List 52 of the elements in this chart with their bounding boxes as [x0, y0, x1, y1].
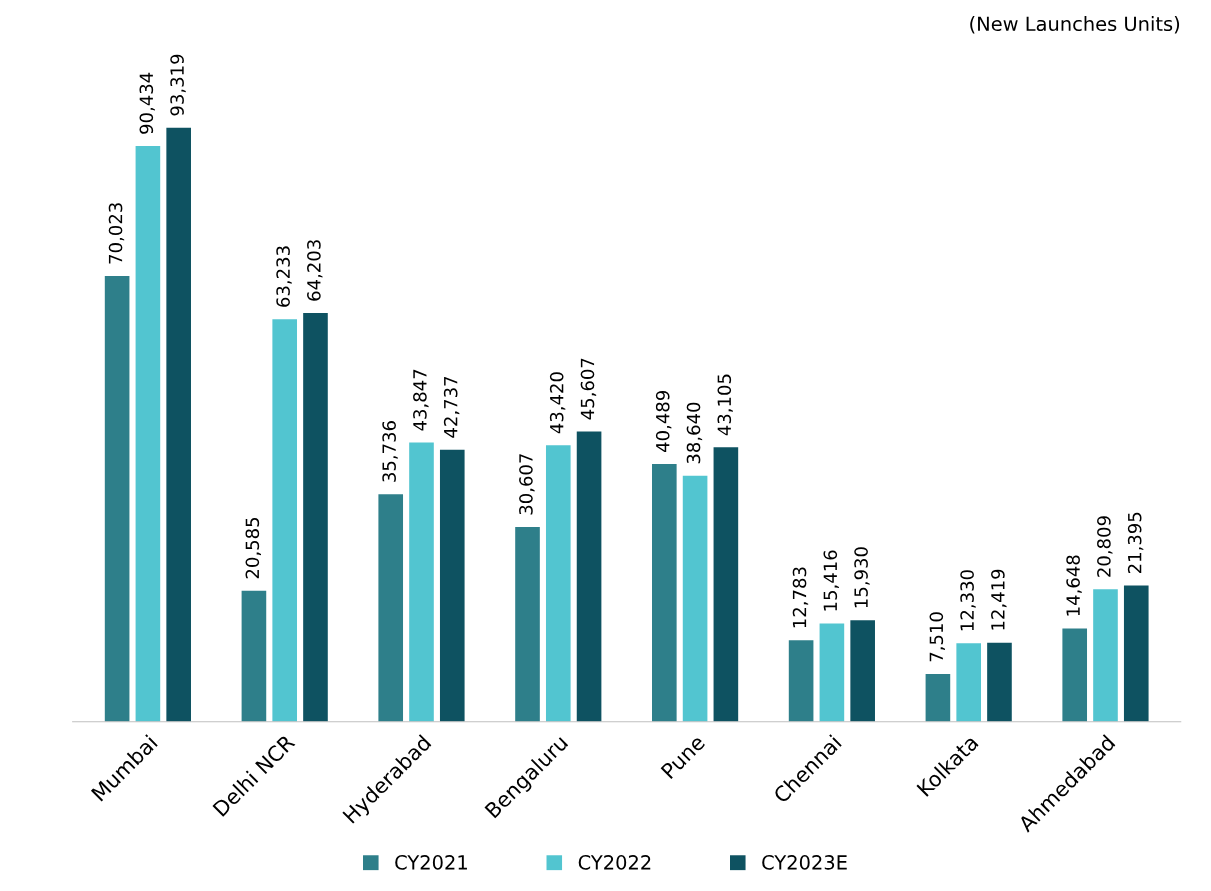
data-label: 45,607	[580, 358, 597, 420]
bar	[956, 643, 981, 722]
bar	[850, 620, 875, 722]
data-label: 30,607	[519, 454, 535, 515]
data-label: 38,640	[686, 402, 703, 464]
bar	[925, 673, 951, 722]
data-label: 93,319	[170, 54, 186, 116]
data-label: 43,105	[717, 374, 733, 436]
bar	[409, 442, 434, 722]
bar	[135, 146, 161, 722]
bar	[682, 475, 708, 722]
bar	[545, 445, 571, 722]
bar	[166, 127, 191, 722]
data-label: 70,023	[108, 203, 125, 264]
bar	[104, 276, 130, 722]
data-label: 90,434	[139, 72, 155, 134]
bar	[576, 431, 602, 722]
bar	[378, 494, 404, 722]
bar	[819, 623, 845, 722]
bar	[272, 319, 298, 722]
data-label: 43,420	[549, 372, 566, 434]
data-label: 42,737	[443, 376, 460, 438]
legend-label: CY2023E	[762, 855, 847, 870]
data-label: 64,203	[307, 240, 323, 301]
data-label: 40,489	[655, 390, 672, 452]
data-label: 15,416	[823, 550, 839, 611]
bar	[652, 463, 677, 722]
data-label: 12,419	[991, 569, 1007, 630]
bar	[713, 447, 739, 722]
bar	[1123, 585, 1149, 722]
data-label: 63,233	[276, 246, 292, 307]
data-label: 43,847	[413, 369, 429, 431]
data-label: 20,585	[245, 517, 261, 579]
legend-label: CY2021	[395, 855, 467, 870]
data-label: 15,930	[854, 547, 870, 608]
data-label: 7,510	[929, 612, 945, 662]
legend-label: CY2022	[578, 855, 651, 870]
data-label: 14,648	[1066, 555, 1082, 616]
data-label: 12,330	[960, 570, 976, 631]
bar	[241, 590, 267, 722]
text: (New Launches Units)	[970, 16, 1180, 34]
bar	[303, 313, 328, 722]
data-label: 12,783	[792, 567, 809, 628]
bar	[439, 449, 465, 722]
data-label: 21,395	[1127, 512, 1144, 574]
bar	[987, 642, 1012, 722]
bar	[1062, 628, 1088, 722]
data-label: 20,809	[1097, 516, 1113, 577]
bar	[515, 526, 540, 722]
data-label: 35,736	[382, 421, 398, 482]
bar	[1093, 589, 1118, 722]
bar	[788, 640, 814, 722]
